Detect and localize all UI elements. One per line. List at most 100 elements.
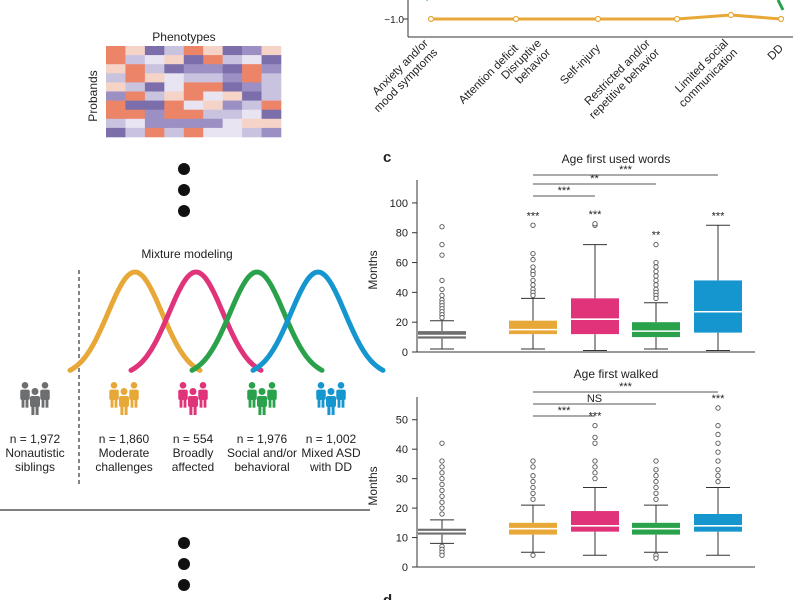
y-tick-label: 20 xyxy=(396,503,408,515)
person-leg xyxy=(179,399,183,408)
person-head xyxy=(189,388,197,395)
group-count: n = 554 xyxy=(173,432,214,446)
outlier-point xyxy=(653,295,659,301)
y-tick-label: 100 xyxy=(390,198,408,210)
category-label: Limited socialcommunication xyxy=(668,38,740,110)
heatmap-cell xyxy=(242,100,262,110)
heatmap-cell xyxy=(144,109,165,120)
outlier-point xyxy=(439,458,445,464)
significance-label: *** xyxy=(712,393,726,405)
heatmap-cell xyxy=(183,73,204,83)
heatmap-cell xyxy=(125,100,146,110)
heatmap-cell xyxy=(164,109,185,120)
person-head xyxy=(268,382,276,389)
heatmap-cell xyxy=(164,82,185,92)
y-tick-label: 80 xyxy=(396,228,408,240)
bracket-label: NS xyxy=(587,393,602,405)
probands-label: Probands xyxy=(86,70,100,121)
person-head xyxy=(248,382,256,389)
outlier-point xyxy=(530,256,536,263)
outlier-point xyxy=(439,242,445,248)
iqr-box xyxy=(571,511,619,532)
person-leg xyxy=(268,399,272,408)
heatmap-cell xyxy=(144,100,165,110)
group-name: affected xyxy=(172,460,214,474)
heatmap-cell xyxy=(242,127,262,138)
heatmap-cell xyxy=(144,46,165,56)
person-leg xyxy=(124,406,128,415)
person-leg xyxy=(31,406,35,415)
phenotype-heatmap xyxy=(106,46,282,138)
group-name: Moderate xyxy=(99,446,150,460)
heatmap-cell xyxy=(203,82,223,92)
ellipsis-dot xyxy=(178,537,190,549)
people-icon xyxy=(178,382,208,415)
outlier-point xyxy=(439,487,445,494)
y-axis-label: Months xyxy=(366,250,380,289)
outlier-point xyxy=(653,555,659,561)
heatmap-cell xyxy=(222,46,243,56)
heatmap-cell xyxy=(222,100,243,110)
box-blue xyxy=(694,224,742,352)
y-tick-label: 0 xyxy=(402,347,408,359)
heatmap-cell xyxy=(106,100,126,110)
outlier-point xyxy=(653,264,659,270)
ellipsis-dots-top xyxy=(178,163,190,217)
person-head xyxy=(258,388,266,395)
person-head xyxy=(337,382,345,389)
heatmap-cell xyxy=(222,109,243,120)
person-body xyxy=(40,389,50,401)
ellipsis-dots-bottom xyxy=(178,537,190,591)
category-label: DD xyxy=(766,42,786,62)
outlier-point xyxy=(530,271,536,278)
heatmap-cell xyxy=(164,46,185,56)
heatmap-cell xyxy=(242,109,262,120)
heatmap-cell xyxy=(261,100,282,110)
heatmap-cell xyxy=(183,100,204,110)
heatmap-cell xyxy=(106,46,126,56)
outlier-point xyxy=(653,490,659,497)
person-leg xyxy=(341,399,345,408)
box-chart-age-first-walked: Age first walked Months 0 10 20 30 40 50 *** *** *… xyxy=(366,367,755,574)
outlier-point xyxy=(530,552,536,558)
outlier-point xyxy=(592,440,598,446)
heatmap-cell xyxy=(242,82,262,92)
box-green xyxy=(632,458,680,561)
series-point xyxy=(673,15,681,23)
person-leg xyxy=(134,399,138,408)
heatmap-cell xyxy=(203,55,223,65)
person-leg xyxy=(327,406,331,415)
bracket-label: *** xyxy=(558,185,572,197)
person-head xyxy=(327,388,335,395)
heatmap-cell xyxy=(125,118,146,129)
heatmap-cell xyxy=(144,82,165,92)
box-orange xyxy=(509,458,557,558)
heatmap-cell xyxy=(106,127,126,138)
panel-c-label: c xyxy=(383,149,391,166)
series-line-orange xyxy=(431,13,782,21)
outlier-point xyxy=(592,475,598,482)
box-grey xyxy=(418,224,466,350)
outlier-point xyxy=(530,473,536,479)
heatmap-cell xyxy=(203,109,223,120)
group-name: Broadly xyxy=(173,446,214,460)
heatmap-cell xyxy=(183,55,204,65)
group-count: n = 1,002 xyxy=(306,432,357,446)
outlier-point xyxy=(439,315,445,321)
heatmap-cell xyxy=(222,64,243,74)
outlier-point xyxy=(530,277,536,284)
heatmap-cell xyxy=(164,73,185,83)
box-green xyxy=(632,242,680,350)
panel-b-fragment: −1.0 Anxiety and/ormood symptoms Attentio… xyxy=(371,0,793,122)
person-leg xyxy=(25,399,29,408)
outlier-point xyxy=(439,470,445,476)
outlier-point xyxy=(715,449,721,455)
person-body xyxy=(20,389,30,401)
heatmap-cell xyxy=(183,82,204,92)
group-name: with DD xyxy=(309,460,352,474)
mixture-curves xyxy=(67,269,386,373)
group-name: siblings xyxy=(15,460,55,474)
heatmap-cell xyxy=(125,127,146,138)
y-tick-label: 50 xyxy=(396,415,408,427)
